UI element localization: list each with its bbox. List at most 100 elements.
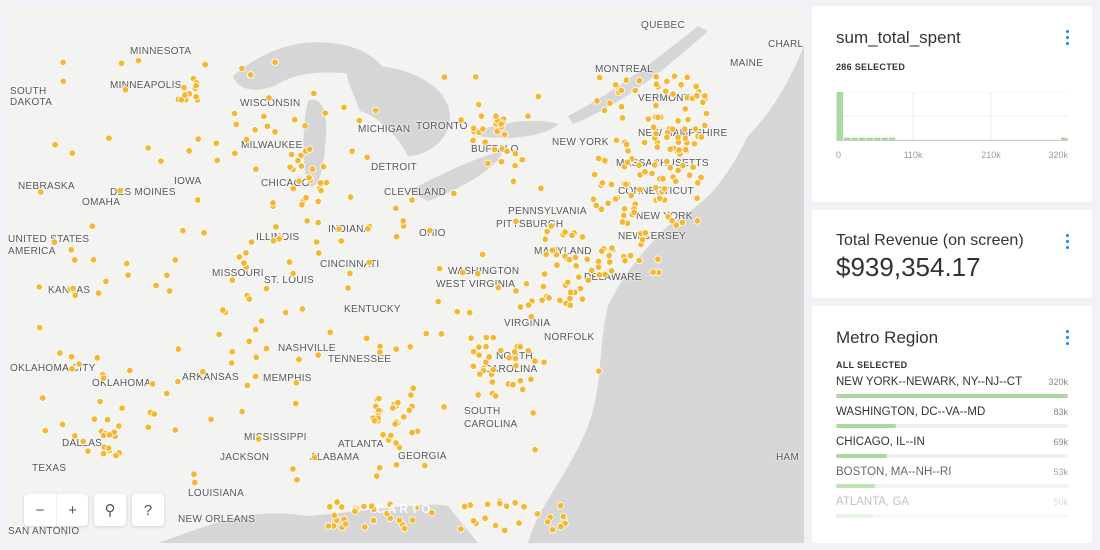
map-point[interactable] <box>94 289 103 297</box>
map-point[interactable] <box>564 278 572 286</box>
map-point[interactable] <box>618 218 627 226</box>
map-point[interactable] <box>363 153 371 161</box>
map-point[interactable] <box>346 269 354 278</box>
map-point[interactable] <box>289 184 297 193</box>
map-point[interactable] <box>59 58 67 67</box>
map-point[interactable] <box>511 149 520 158</box>
map-point[interactable] <box>565 256 574 264</box>
map-point[interactable] <box>335 225 343 233</box>
map-point[interactable] <box>246 71 255 79</box>
map-point[interactable] <box>652 184 660 192</box>
map-point[interactable] <box>428 508 436 517</box>
map-point[interactable] <box>543 227 551 236</box>
map-point[interactable] <box>251 372 260 381</box>
map-point[interactable] <box>269 199 277 207</box>
map-point[interactable] <box>509 380 517 389</box>
map-point[interactable] <box>648 169 656 178</box>
map-point[interactable] <box>494 284 502 292</box>
map-point[interactable] <box>512 362 520 370</box>
map-point[interactable] <box>502 502 511 510</box>
map-point[interactable] <box>566 288 575 297</box>
map-point[interactable] <box>344 284 352 292</box>
map-point[interactable] <box>185 147 193 155</box>
map-point[interactable] <box>305 145 314 153</box>
map-point[interactable] <box>481 514 489 522</box>
map-point[interactable] <box>516 303 525 311</box>
map-point[interactable] <box>485 353 493 361</box>
map-point[interactable] <box>666 164 674 172</box>
map-point[interactable] <box>482 333 490 342</box>
map-point[interactable] <box>215 330 223 339</box>
map-point[interactable] <box>576 284 585 293</box>
map-point[interactable] <box>326 328 334 337</box>
map-point[interactable] <box>697 173 705 182</box>
map-point[interactable] <box>666 145 674 153</box>
map-point[interactable] <box>689 163 697 171</box>
map-point[interactable] <box>459 268 467 277</box>
map-point[interactable] <box>693 217 702 225</box>
map-point[interactable] <box>531 445 539 454</box>
map-point[interactable] <box>556 501 565 510</box>
map-point[interactable] <box>212 139 220 147</box>
map-point[interactable] <box>361 523 369 531</box>
map-point[interactable] <box>520 503 528 511</box>
map-point[interactable] <box>627 191 635 200</box>
map-point[interactable] <box>364 225 372 233</box>
map-point[interactable] <box>476 370 484 378</box>
map-point[interactable] <box>333 498 341 506</box>
map-point[interactable] <box>505 354 513 362</box>
map-point[interactable] <box>370 417 379 425</box>
map-point[interactable] <box>598 247 606 255</box>
map-point[interactable] <box>652 101 660 110</box>
map-point[interactable] <box>469 136 477 145</box>
map-point[interactable] <box>509 177 518 185</box>
map-point[interactable] <box>346 193 355 201</box>
map-point[interactable] <box>144 423 153 431</box>
map-point[interactable] <box>540 270 549 278</box>
map-point[interactable] <box>663 77 671 86</box>
map-point[interactable] <box>399 217 407 225</box>
map-point[interactable] <box>118 404 126 412</box>
map-point[interactable] <box>240 259 248 267</box>
map-point[interactable] <box>701 121 709 130</box>
map-point[interactable] <box>496 499 504 508</box>
map-point[interactable] <box>561 228 569 236</box>
map-point[interactable] <box>626 251 635 260</box>
map-point[interactable] <box>360 502 368 511</box>
map-point[interactable] <box>488 378 497 386</box>
map-point[interactable] <box>365 258 373 267</box>
map-point[interactable] <box>337 237 345 245</box>
map-point[interactable] <box>691 125 700 133</box>
map-point[interactable] <box>440 403 448 411</box>
map-point[interactable] <box>589 195 598 203</box>
map-point[interactable] <box>144 144 152 152</box>
map-point[interactable] <box>548 246 557 255</box>
map-point[interactable] <box>191 478 199 487</box>
map-point[interactable] <box>310 89 318 98</box>
map-point[interactable] <box>371 106 380 115</box>
map-point[interactable] <box>303 217 311 225</box>
map-point[interactable] <box>484 159 492 168</box>
map-point[interactable] <box>324 522 333 530</box>
map-point[interactable] <box>75 360 83 368</box>
map-point[interactable] <box>483 500 492 508</box>
map-point[interactable] <box>392 232 401 241</box>
map-point[interactable] <box>104 444 113 452</box>
map-point[interactable] <box>247 238 256 246</box>
map-point[interactable] <box>150 410 159 418</box>
map-point[interactable] <box>545 294 553 302</box>
map-point[interactable] <box>67 246 75 254</box>
map-point[interactable] <box>262 344 271 353</box>
map-point[interactable] <box>631 86 639 95</box>
map-point[interactable] <box>252 165 260 173</box>
map-point[interactable] <box>112 451 120 460</box>
map-point[interactable] <box>595 73 604 82</box>
map-point[interactable] <box>392 461 401 469</box>
histogram-bar[interactable] <box>888 137 896 140</box>
map-point[interactable] <box>316 179 325 187</box>
map-point[interactable] <box>453 307 461 316</box>
map-point[interactable] <box>227 359 236 367</box>
map-point[interactable] <box>620 205 629 213</box>
map-point[interactable] <box>572 262 580 270</box>
map-point[interactable] <box>394 399 402 407</box>
